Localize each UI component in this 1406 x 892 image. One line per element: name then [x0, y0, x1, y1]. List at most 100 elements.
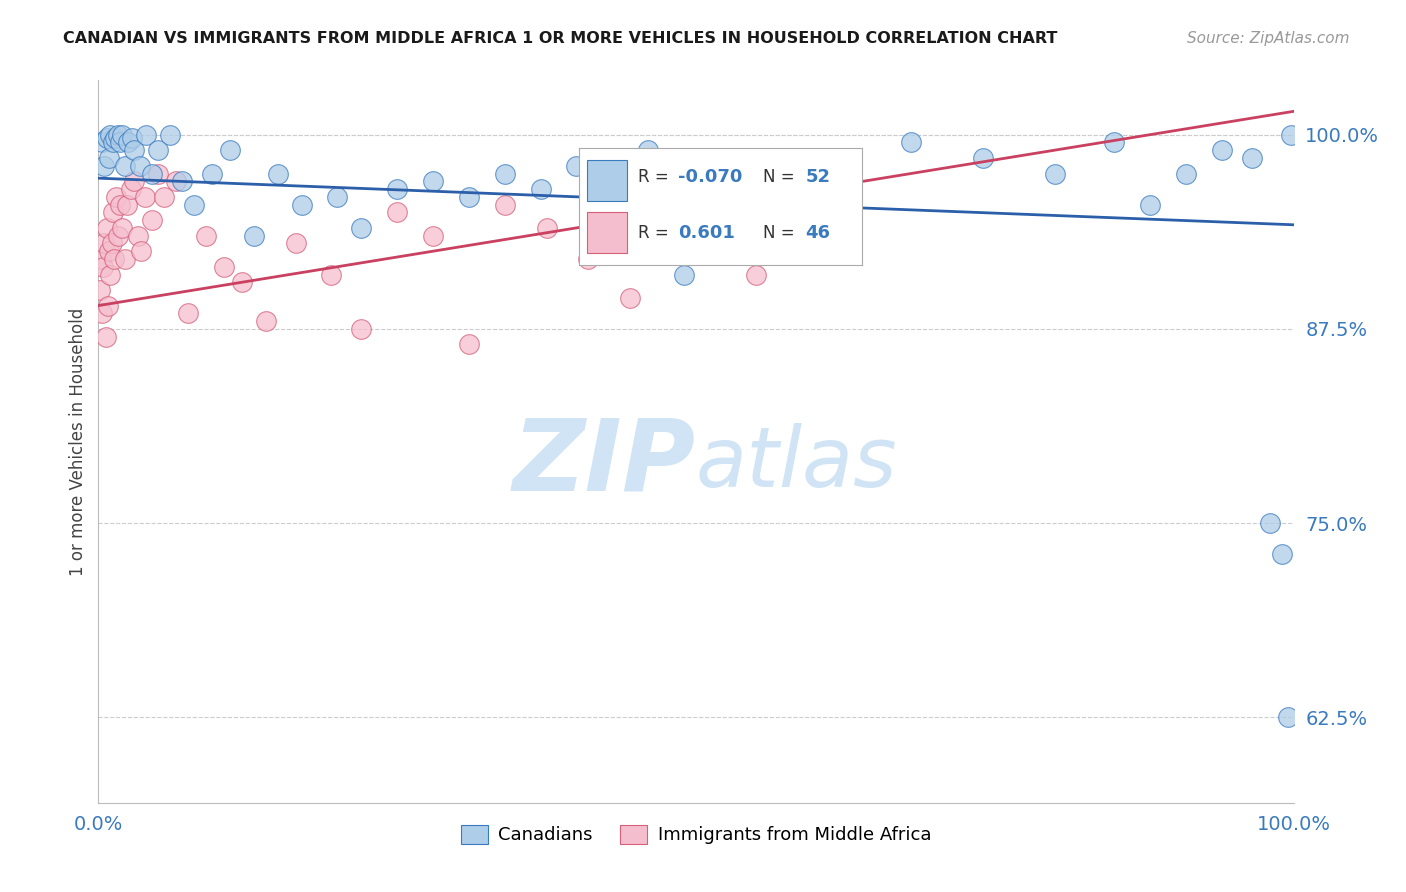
- Point: [494, 167, 516, 181]
- Point: [107, 228, 129, 243]
- Point: [89, 283, 111, 297]
- Point: [108, 197, 131, 211]
- Point: [602, 174, 624, 188]
- Point: [536, 220, 558, 235]
- Point: [661, 190, 683, 204]
- Point: [530, 182, 553, 196]
- Point: [93, 159, 115, 173]
- Bar: [588, 160, 627, 201]
- Point: [422, 228, 444, 243]
- Point: [494, 197, 516, 211]
- Text: -0.070: -0.070: [678, 169, 742, 186]
- Text: R =: R =: [638, 224, 669, 242]
- Point: [321, 268, 343, 282]
- Point: [107, 128, 129, 142]
- Point: [159, 128, 181, 142]
- Point: [219, 143, 242, 157]
- Point: [637, 143, 659, 157]
- Point: [565, 159, 588, 173]
- Point: [231, 275, 253, 289]
- Y-axis label: 1 or more Vehicles in Household: 1 or more Vehicles in Household: [69, 308, 87, 575]
- Point: [90, 252, 112, 266]
- Point: [900, 136, 922, 150]
- Point: [91, 136, 114, 150]
- Point: [1277, 710, 1299, 724]
- Point: [243, 228, 266, 243]
- Point: [578, 252, 600, 266]
- Point: [212, 260, 235, 274]
- Point: [105, 190, 128, 204]
- Point: [98, 151, 121, 165]
- Text: ZIP: ZIP: [513, 415, 696, 512]
- Point: [148, 167, 170, 181]
- Point: [350, 322, 373, 336]
- Point: [103, 252, 125, 266]
- Point: [673, 268, 696, 282]
- Text: 52: 52: [806, 169, 831, 186]
- Point: [104, 130, 127, 145]
- Point: [134, 190, 156, 204]
- Point: [121, 130, 143, 145]
- Point: [101, 136, 124, 150]
- Point: [141, 213, 163, 227]
- Point: [91, 260, 114, 274]
- Point: [120, 182, 142, 196]
- Point: [97, 299, 120, 313]
- Point: [165, 174, 187, 188]
- Point: [91, 306, 114, 320]
- Point: [1104, 136, 1126, 150]
- Text: R =: R =: [638, 169, 669, 186]
- Point: [100, 236, 122, 251]
- Point: [267, 167, 290, 181]
- Point: [703, 205, 725, 219]
- Legend: Canadians, Immigrants from Middle Africa: Canadians, Immigrants from Middle Africa: [453, 818, 939, 852]
- Point: [385, 205, 409, 219]
- Point: [101, 205, 124, 219]
- Point: [96, 220, 118, 235]
- Point: [841, 151, 863, 165]
- Point: [201, 167, 224, 181]
- Text: atlas: atlas: [696, 423, 897, 504]
- Point: [93, 236, 115, 251]
- Point: [108, 136, 131, 150]
- Point: [153, 190, 176, 204]
- Point: [98, 128, 122, 142]
- Point: [124, 174, 146, 188]
- Point: [1258, 516, 1281, 530]
- Text: N =: N =: [763, 224, 794, 242]
- Point: [326, 190, 349, 204]
- Point: [96, 130, 118, 145]
- Point: [1240, 151, 1263, 165]
- Point: [1175, 167, 1198, 181]
- Point: [458, 190, 481, 204]
- Point: [254, 314, 277, 328]
- Point: [131, 244, 153, 259]
- Point: [98, 268, 122, 282]
- Point: [1139, 197, 1161, 211]
- Text: 0.601: 0.601: [678, 224, 735, 242]
- Point: [124, 143, 146, 157]
- Point: [114, 159, 136, 173]
- Point: [458, 337, 481, 351]
- Point: [385, 182, 409, 196]
- Point: [111, 220, 134, 235]
- Point: [422, 174, 444, 188]
- Point: [135, 128, 157, 142]
- Text: N =: N =: [763, 169, 794, 186]
- Point: [98, 244, 121, 259]
- Point: [350, 220, 373, 235]
- Point: [177, 306, 200, 320]
- Point: [115, 197, 138, 211]
- Point: [1211, 143, 1233, 157]
- Point: [129, 159, 152, 173]
- Point: [127, 228, 149, 243]
- Point: [148, 143, 170, 157]
- Point: [769, 167, 792, 181]
- Point: [709, 197, 731, 211]
- Point: [745, 268, 768, 282]
- Point: [1279, 128, 1302, 142]
- Bar: [588, 212, 627, 253]
- Point: [183, 197, 205, 211]
- Point: [284, 236, 307, 251]
- Point: [1043, 167, 1066, 181]
